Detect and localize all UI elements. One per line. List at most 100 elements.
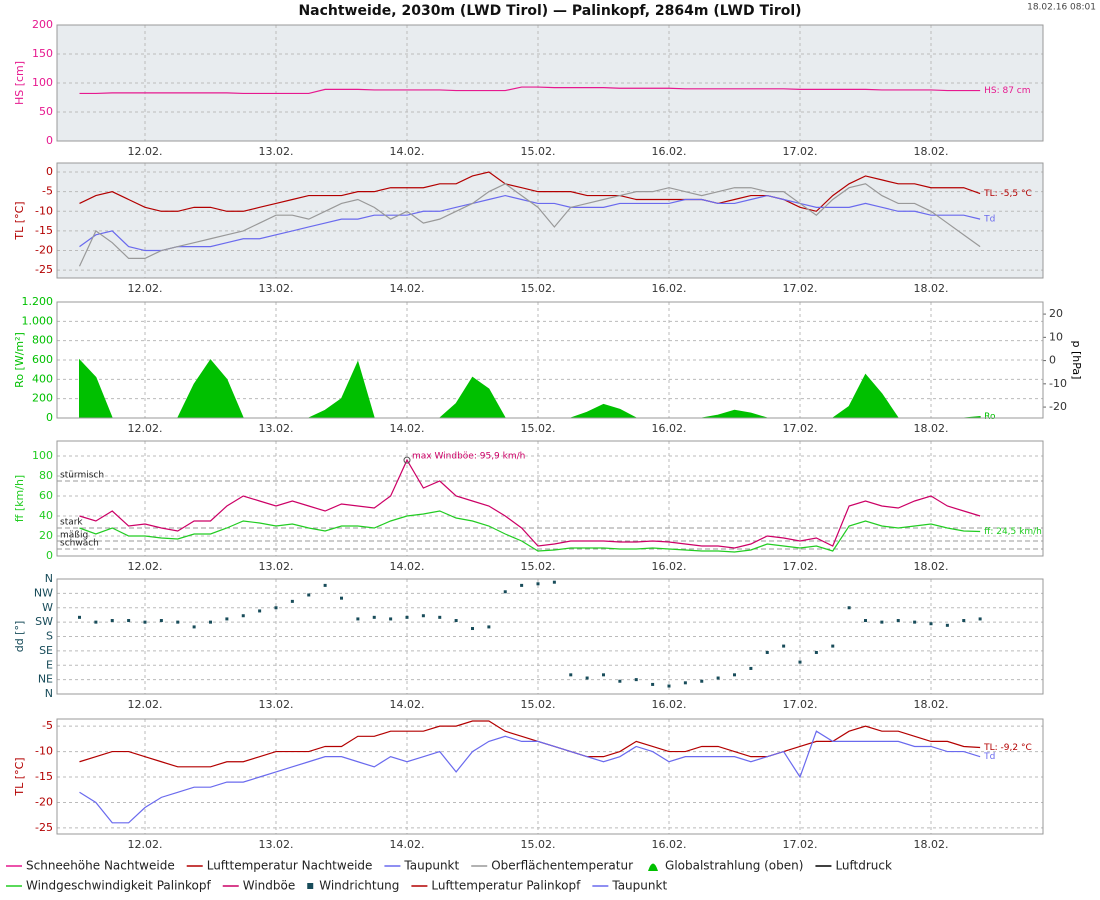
- y-tick-label: -10: [35, 204, 53, 217]
- x-tick-label: 13.02.: [259, 838, 294, 851]
- x-tick-label: 16.02.: [652, 282, 687, 295]
- scatter-point: [372, 615, 376, 619]
- plot-frame: [56, 440, 1044, 557]
- scatter-point: [847, 606, 851, 610]
- legend-item: Taupunkt: [592, 879, 667, 893]
- series-line: [79, 86, 981, 95]
- scatter-point: [733, 673, 736, 677]
- x-tick-label: 13.02.: [259, 698, 294, 711]
- y-tick-label: 100: [32, 76, 53, 89]
- x-tick-label: 14.02.: [390, 145, 425, 158]
- plot-background: [57, 719, 1043, 834]
- scatter-point: [569, 673, 573, 677]
- scatter-point: [438, 615, 442, 619]
- y-tick-label: 0: [46, 411, 53, 424]
- x-tick-label: 14.02.: [390, 282, 425, 295]
- x-tick-label: 18.02.: [914, 282, 949, 295]
- panel: 0 50 100 150 200 12.02. 13.02. 14.02. 15.02. 16.0…: [13, 18, 1044, 158]
- x-tick-label: 17.02.: [783, 145, 818, 158]
- series-line: [79, 458, 981, 549]
- y-tick-label: S: [46, 630, 53, 643]
- y-tick-label: SW: [35, 615, 53, 628]
- x-tick-label: 15.02.: [521, 698, 556, 711]
- scatter-point: [94, 620, 98, 624]
- legend-item: Lufttemperatur Palinkopf: [411, 879, 581, 893]
- y-tick-label: -20: [35, 795, 53, 808]
- y2-tick-label: 10: [1049, 330, 1063, 343]
- end-label: Ro: [984, 412, 996, 422]
- x-tick-label: 14.02.: [390, 698, 425, 711]
- legend-item: Schneehöhe Nachtweide: [6, 859, 175, 873]
- scatter-point: [258, 609, 262, 613]
- x-tick-label: 16.02.: [652, 422, 687, 435]
- scatter-point: [929, 622, 933, 626]
- plot-background: [57, 163, 1043, 278]
- x-tick-label: 16.02.: [652, 838, 687, 851]
- legend-item: Taupunkt: [384, 859, 460, 873]
- x-tick-label: 14.02.: [390, 560, 425, 573]
- scatter-point: [536, 582, 540, 586]
- y-tick-label: NE: [38, 673, 53, 686]
- x-tick-label: 12.02.: [128, 422, 163, 435]
- x-tick-label: 13.02.: [259, 145, 294, 158]
- legend-label: Windrichtung: [319, 879, 399, 893]
- scatter-point: [880, 620, 884, 624]
- panel: -25 -20 -15 -10 -5 12.02. 13.02. 14.02. 15.02. 16…: [13, 718, 1044, 851]
- scatter-point: [405, 615, 409, 619]
- scatter-point: [749, 666, 753, 670]
- y-tick-label: 150: [32, 47, 53, 60]
- y-tick-label: 40: [39, 509, 53, 522]
- y-tick-label: W: [42, 601, 53, 614]
- legend-label: Taupunkt: [403, 859, 459, 873]
- y-tick-label: 200: [32, 392, 53, 405]
- legend-item: Luftdruck: [815, 859, 892, 873]
- y-tick-label: 600: [32, 353, 53, 366]
- y-tick-label: SE: [39, 644, 53, 657]
- x-tick-label: 17.02.: [783, 838, 818, 851]
- reference-label: stark: [60, 518, 83, 528]
- y-tick-label: -15: [35, 224, 53, 237]
- plot: [79, 358, 981, 418]
- end-label: HS: 87 cm: [984, 86, 1030, 96]
- y-tick-label: -15: [35, 770, 53, 783]
- end-label: Td: [983, 752, 995, 762]
- scatter-point: [323, 583, 327, 587]
- legend-swatch: [648, 863, 659, 871]
- series-line: [79, 720, 981, 768]
- x-tick-label: 17.02.: [783, 422, 818, 435]
- plot: [79, 86, 981, 95]
- scatter-point: [913, 620, 917, 624]
- end-label: Td: [983, 215, 995, 225]
- scatter-point: [209, 620, 212, 624]
- plot-frame: [56, 718, 1044, 835]
- y-axis-label: TL [°C]: [13, 757, 26, 796]
- x-tick-label: 12.02.: [128, 560, 163, 573]
- scatter-point: [896, 619, 900, 623]
- x-tick-label: 17.02.: [783, 698, 818, 711]
- scatter-point: [176, 620, 180, 624]
- plot-frame: [56, 162, 1044, 279]
- scatter-point: [716, 676, 720, 680]
- scatter-point: [978, 617, 982, 621]
- legend-label: Oberflächentemperatur: [491, 859, 633, 873]
- x-tick-label: 17.02.: [783, 560, 818, 573]
- x-tick-label: 18.02.: [914, 560, 949, 573]
- series-area: [79, 358, 981, 418]
- x-tick-label: 15.02.: [521, 282, 556, 295]
- y-tick-label: 100: [32, 449, 53, 462]
- x-tick-label: 15.02.: [521, 145, 556, 158]
- y-axis-label: Ro [W/m²]: [13, 332, 26, 388]
- y-tick-label: NW: [34, 586, 53, 599]
- legend-swatch: [307, 883, 314, 889]
- reference-label: mäßig: [60, 531, 88, 541]
- scatter-point: [274, 606, 278, 610]
- scatter-point: [520, 583, 524, 587]
- x-tick-label: 12.02.: [128, 145, 163, 158]
- y-tick-label: -10: [35, 745, 53, 758]
- y-tick-label: 0: [46, 549, 53, 562]
- x-tick-label: 14.02.: [390, 838, 425, 851]
- y2-tick-label: 0: [1049, 354, 1056, 367]
- scatter-point: [421, 614, 425, 618]
- scatter-point: [78, 615, 81, 619]
